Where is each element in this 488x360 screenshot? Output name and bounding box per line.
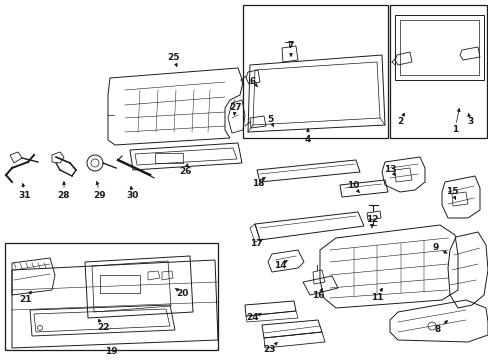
Text: 19: 19 (104, 347, 117, 356)
Text: 31: 31 (19, 190, 31, 199)
Text: 26: 26 (179, 167, 191, 176)
Text: 18: 18 (251, 179, 264, 188)
Text: 21: 21 (20, 296, 32, 305)
Text: 4: 4 (304, 135, 310, 144)
Text: 22: 22 (97, 324, 109, 333)
Text: 24: 24 (246, 314, 259, 323)
Text: 28: 28 (58, 190, 70, 199)
Text: 7: 7 (287, 41, 294, 50)
Text: 16: 16 (311, 292, 324, 301)
Text: 25: 25 (167, 54, 180, 63)
Text: 11: 11 (370, 293, 383, 302)
Bar (243, 5, 387, 138)
Bar (5, 243, 218, 350)
Text: 23: 23 (263, 345, 276, 354)
Text: 27: 27 (229, 103, 242, 112)
Bar (389, 5, 486, 138)
Bar (100, 275, 140, 293)
Text: 20: 20 (176, 288, 188, 297)
Bar (155, 153, 183, 163)
Text: 3: 3 (466, 117, 472, 126)
Text: 9: 9 (432, 243, 438, 252)
Text: 17: 17 (249, 239, 262, 248)
Text: 12: 12 (365, 216, 378, 225)
Text: 30: 30 (126, 190, 139, 199)
Text: 2: 2 (396, 117, 402, 126)
Text: 1: 1 (451, 126, 457, 135)
Text: 5: 5 (266, 116, 273, 125)
Text: 14: 14 (273, 261, 286, 270)
Text: 15: 15 (445, 188, 457, 197)
Text: 6: 6 (249, 77, 256, 86)
Text: 8: 8 (434, 325, 440, 334)
Text: 10: 10 (346, 181, 359, 190)
Text: 13: 13 (383, 166, 395, 175)
Text: 29: 29 (94, 190, 106, 199)
